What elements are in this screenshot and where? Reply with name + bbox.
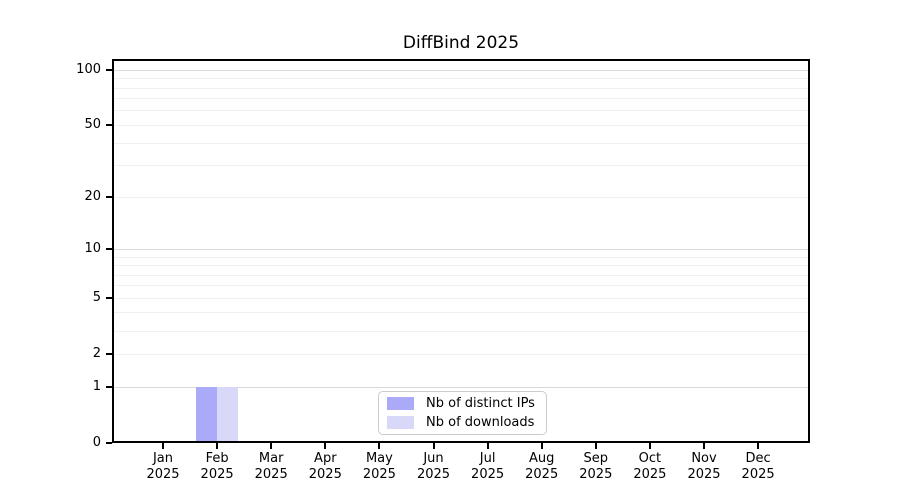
x-tick-label: Feb 2025: [177, 451, 257, 483]
gridline-minor: [114, 78, 808, 80]
y-tick: [106, 297, 112, 300]
x-tick-label: Jul 2025: [448, 451, 528, 483]
x-tick-month: Apr: [314, 451, 337, 466]
gridline-minor: [114, 274, 808, 276]
y-tick-label: 2: [92, 346, 101, 362]
y-tick-label: 50: [84, 117, 101, 133]
legend-swatch-distinct-ips: [387, 397, 414, 410]
x-tick-label: Sep 2025: [556, 451, 636, 483]
x-tick-year: 2025: [633, 467, 667, 482]
x-tick-month: Nov: [691, 451, 717, 466]
legend: Nb of distinct IPs Nb of downloads: [378, 391, 547, 435]
x-tick: [270, 443, 273, 449]
gridline-minor: [114, 265, 808, 266]
gridline-minor: [114, 87, 808, 89]
bar-downloads: [217, 387, 239, 443]
legend-swatch-downloads: [387, 416, 414, 429]
x-tick: [757, 443, 760, 449]
x-tick: [324, 443, 327, 449]
y-tick: [106, 124, 112, 127]
x-tick-label: Oct 2025: [610, 451, 690, 483]
gridline-minor: [114, 297, 808, 299]
y-tick: [106, 386, 112, 388]
legend-label-downloads: Nb of downloads: [426, 415, 535, 430]
y-tick-label: 20: [84, 189, 101, 205]
x-tick-year: 2025: [200, 467, 234, 482]
gridline-major: [114, 386, 808, 388]
x-tick-label: Jan 2025: [123, 451, 203, 483]
gridline-minor: [114, 256, 808, 258]
chart-title: DiffBind 2025: [402, 33, 520, 53]
x-tick-month: Jan: [152, 451, 174, 466]
x-tick: [378, 443, 381, 449]
bar-distinct-ips: [196, 387, 218, 443]
x-tick-year: 2025: [687, 467, 721, 482]
x-tick-year: 2025: [254, 467, 288, 482]
x-tick-year: 2025: [308, 467, 342, 482]
legend-item: Nb of distinct IPs: [387, 396, 546, 411]
x-tick: [432, 443, 435, 449]
y-tick-label: 0: [92, 435, 101, 450]
x-tick-year: 2025: [416, 467, 451, 482]
gridline-minor: [114, 98, 808, 100]
x-tick: [216, 443, 219, 449]
y-tick: [106, 196, 112, 199]
x-tick: [486, 443, 489, 449]
x-tick: [540, 443, 543, 449]
x-tick-year: 2025: [741, 467, 775, 482]
gridline-minor: [114, 353, 808, 355]
y-tick-label: 10: [84, 241, 101, 257]
x-tick-label: Dec 2025: [718, 451, 798, 483]
plot-area: [112, 59, 810, 443]
x-tick-month: May: [365, 451, 393, 466]
x-tick-month: Dec: [745, 451, 771, 466]
x-tick-label: Jun 2025: [394, 451, 474, 483]
x-tick: [594, 443, 597, 449]
y-tick: [106, 69, 112, 72]
x-tick-label: May 2025: [339, 451, 419, 483]
gridline-minor: [114, 124, 808, 126]
legend-item: Nb of downloads: [387, 415, 546, 430]
gridline-minor: [114, 142, 808, 144]
x-tick-year: 2025: [471, 467, 505, 482]
x-tick: [162, 443, 164, 449]
x-tick-month: Aug: [528, 451, 555, 466]
x-tick-month: Oct: [638, 451, 662, 466]
y-tick-label: 1: [92, 379, 101, 394]
legend-label-distinct-ips: Nb of distinct IPs: [426, 396, 535, 411]
x-tick-year: 2025: [362, 467, 396, 482]
x-tick-label: Nov 2025: [664, 451, 744, 483]
y-tick: [106, 442, 112, 444]
gridline-major: [114, 69, 808, 71]
gridline-minor: [114, 165, 808, 167]
gridline-minor: [114, 196, 808, 198]
x-tick-label: Mar 2025: [231, 451, 311, 483]
x-tick-year: 2025: [146, 467, 180, 482]
x-tick: [703, 443, 705, 449]
y-tick: [106, 353, 112, 356]
x-tick-month: Jun: [423, 451, 444, 466]
x-tick-month: Sep: [583, 451, 609, 466]
x-tick-year: 2025: [525, 467, 559, 482]
gridline-minor: [114, 312, 808, 314]
gridline-major: [114, 248, 808, 250]
gridline-minor: [114, 330, 808, 332]
y-tick: [106, 248, 112, 251]
x-tick-year: 2025: [579, 467, 613, 482]
x-tick-label: Apr 2025: [285, 451, 365, 483]
y-tick-label: 5: [92, 290, 101, 306]
gridline-minor: [114, 285, 808, 287]
x-tick-label: Aug 2025: [502, 451, 582, 483]
y-tick-label: 100: [76, 62, 101, 78]
x-tick: [648, 443, 651, 449]
x-tick-month: Jul: [479, 451, 496, 466]
x-tick-month: Mar: [258, 451, 284, 466]
x-tick-month: Feb: [205, 451, 229, 466]
gridline-minor: [114, 110, 808, 112]
